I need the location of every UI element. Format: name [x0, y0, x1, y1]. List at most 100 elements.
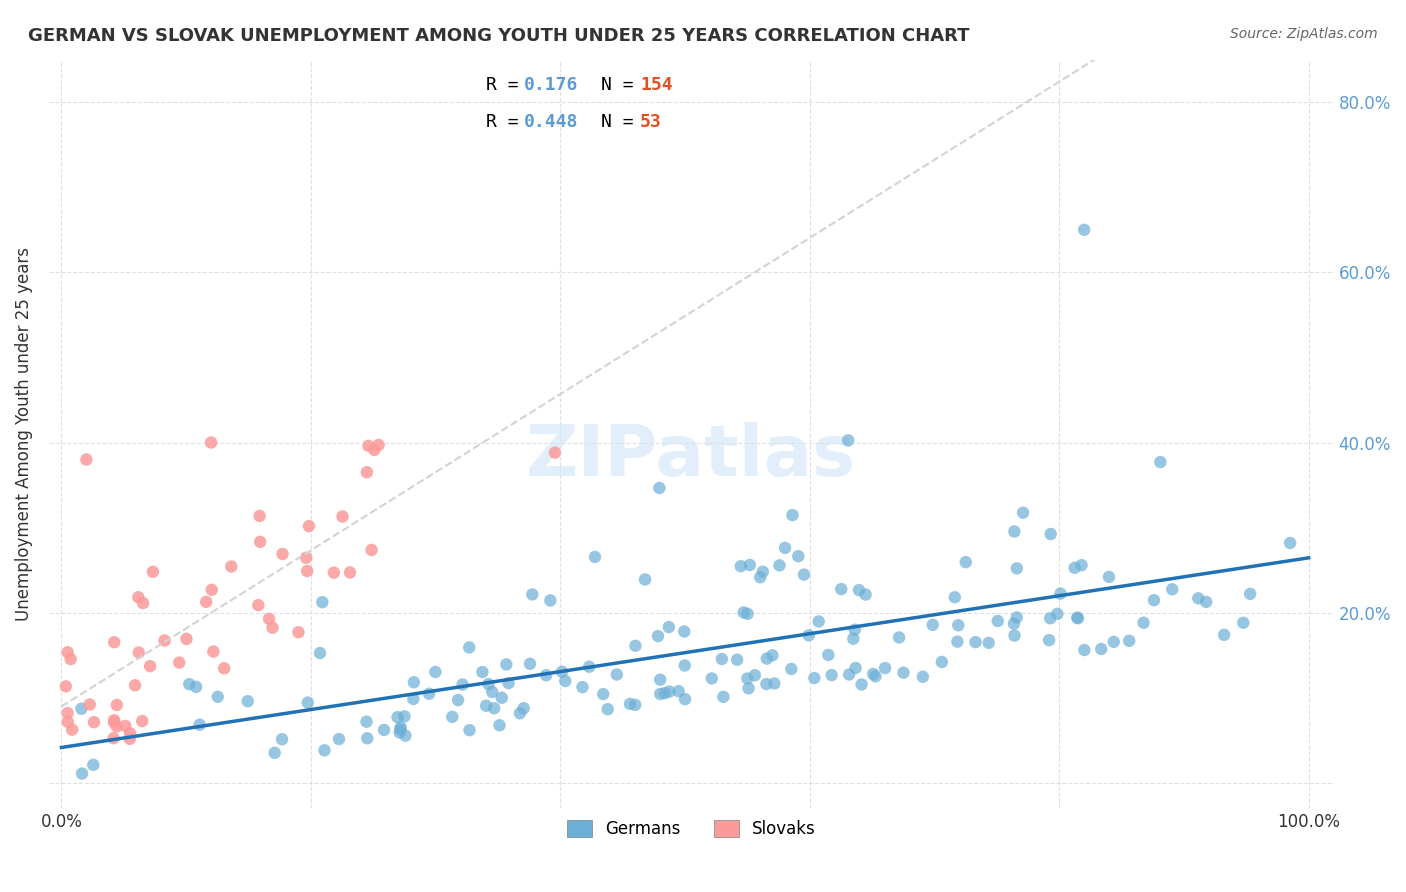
Text: N =: N =	[602, 113, 645, 131]
Germans	[389, 723, 412, 737]
Slovaks	[360, 543, 382, 558]
Germans	[1161, 582, 1184, 597]
Germans	[773, 541, 796, 555]
Slovaks	[142, 565, 165, 579]
Slovaks	[295, 564, 318, 578]
Germans	[1102, 635, 1125, 649]
Germans	[394, 729, 416, 743]
Germans	[987, 614, 1010, 628]
Germans	[780, 662, 803, 676]
Germans	[522, 587, 544, 601]
Germans	[755, 677, 778, 691]
Germans	[624, 639, 647, 653]
Germans	[188, 718, 211, 732]
Germans	[425, 665, 447, 679]
Germans	[817, 648, 839, 662]
Germans	[862, 667, 884, 681]
Germans	[911, 670, 934, 684]
Slovaks	[356, 465, 378, 479]
Germans	[842, 632, 865, 646]
Germans	[737, 672, 759, 686]
Germans	[481, 685, 503, 699]
Slovaks	[105, 719, 128, 733]
Germans	[70, 766, 93, 780]
Slovaks	[103, 714, 125, 728]
Slovaks	[332, 509, 354, 524]
Germans	[668, 684, 690, 698]
Germans	[650, 673, 672, 687]
Germans	[1066, 610, 1088, 624]
Germans	[1149, 455, 1171, 469]
Germans	[1213, 628, 1236, 642]
Germans	[1070, 558, 1092, 573]
Germans	[263, 746, 285, 760]
Germans	[1239, 587, 1261, 601]
Text: GERMAN VS SLOVAK UNEMPLOYMENT AMONG YOUTH UNDER 25 YEARS CORRELATION CHART: GERMAN VS SLOVAK UNEMPLOYMENT AMONG YOUT…	[28, 27, 970, 45]
Germans	[737, 681, 759, 696]
Slovaks	[127, 591, 149, 605]
Germans	[186, 680, 208, 694]
Germans	[571, 680, 593, 694]
Germans	[495, 657, 517, 672]
Slovaks	[339, 566, 361, 580]
Germans	[1279, 536, 1302, 550]
Germans	[387, 710, 409, 724]
Germans	[648, 481, 671, 495]
Germans	[534, 668, 557, 682]
Germans	[389, 720, 412, 734]
Germans	[855, 588, 877, 602]
Germans	[451, 677, 474, 691]
Germans	[551, 665, 574, 679]
Germans	[538, 593, 561, 607]
Germans	[402, 675, 425, 690]
Germans	[654, 686, 676, 700]
Germans	[875, 661, 897, 675]
Germans	[713, 690, 735, 704]
Germans	[1073, 643, 1095, 657]
Slovaks	[249, 508, 271, 523]
Germans	[965, 635, 987, 649]
Text: 0.448: 0.448	[524, 113, 579, 131]
Slovaks	[128, 645, 150, 659]
Germans	[848, 583, 870, 598]
Germans	[887, 631, 910, 645]
Text: R =: R =	[485, 113, 529, 131]
Slovaks	[201, 582, 224, 597]
Slovaks	[202, 644, 225, 658]
Germans	[1118, 633, 1140, 648]
Germans	[700, 672, 723, 686]
Germans	[402, 692, 425, 706]
Slovaks	[56, 714, 79, 729]
Germans	[1073, 223, 1095, 237]
Slovaks	[139, 659, 162, 673]
Germans	[418, 687, 440, 701]
Germans	[491, 690, 513, 705]
Germans	[752, 565, 775, 579]
Germans	[583, 549, 606, 564]
Germans	[787, 549, 810, 564]
Germans	[725, 653, 748, 667]
Text: Source: ZipAtlas.com: Source: ZipAtlas.com	[1230, 27, 1378, 41]
Germans	[394, 709, 416, 723]
Germans	[512, 701, 534, 715]
Germans	[1005, 610, 1028, 624]
Slovaks	[59, 652, 82, 666]
Germans	[624, 698, 647, 712]
Germans	[309, 646, 332, 660]
Text: R =: R =	[485, 76, 529, 94]
Slovaks	[295, 550, 318, 565]
Slovaks	[103, 731, 125, 746]
Germans	[955, 555, 977, 569]
Text: 0.176: 0.176	[524, 76, 579, 94]
Legend: Germans, Slovaks: Germans, Slovaks	[560, 814, 823, 845]
Germans	[1098, 570, 1121, 584]
Slovaks	[60, 723, 83, 737]
Slovaks	[363, 442, 385, 457]
Slovaks	[195, 595, 218, 609]
Germans	[554, 673, 576, 688]
Text: 53: 53	[640, 113, 662, 131]
Germans	[1063, 561, 1085, 575]
Germans	[844, 623, 866, 637]
Germans	[1039, 527, 1062, 541]
Germans	[763, 676, 786, 690]
